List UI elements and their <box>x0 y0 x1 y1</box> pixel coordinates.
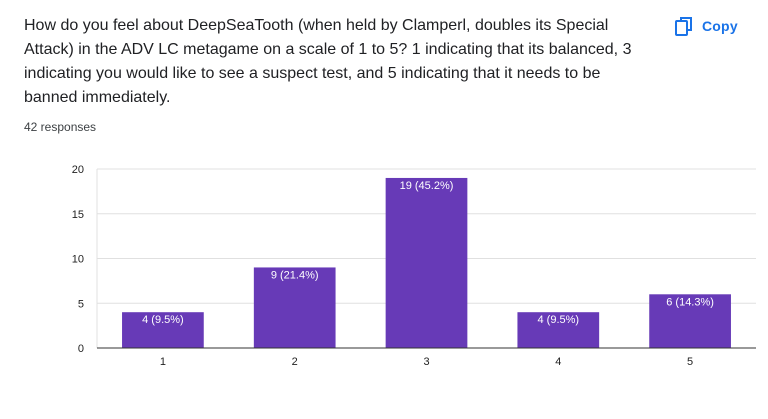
copy-button-label: Copy <box>702 18 738 34</box>
bar-data-label: 19 (45.2%) <box>400 180 454 192</box>
response-count: 42 responses <box>24 120 97 134</box>
x-tick-label: 4 <box>555 356 561 368</box>
bar-chart: 0 5 10 15 20 4 (9.5%) 1 9 (21.4%) 2 19 (45.2%) 3 4 … <box>72 164 756 368</box>
y-tick-label: 15 <box>72 209 84 221</box>
y-tick-label: 10 <box>72 254 84 266</box>
bar-data-label: 4 (9.5%) <box>142 314 184 326</box>
question-text: How do you feel about DeepSeaTooth (when… <box>24 17 632 106</box>
bar-data-label: 4 (9.5%) <box>538 314 580 326</box>
y-tick-label: 5 <box>78 298 84 310</box>
bar-data-label: 6 (14.3%) <box>666 296 714 308</box>
bar <box>649 294 731 348</box>
copy-button[interactable]: Copy <box>667 10 746 42</box>
x-tick-label: 5 <box>687 356 693 368</box>
x-tick-label: 1 <box>160 356 166 368</box>
bar-data-label: 9 (21.4%) <box>271 269 319 281</box>
x-tick-label: 3 <box>423 356 429 368</box>
bar <box>122 312 204 348</box>
x-tick-label: 2 <box>292 356 298 368</box>
copy-icon <box>675 16 693 36</box>
bar <box>253 267 336 348</box>
y-tick-label: 20 <box>72 164 84 176</box>
y-tick-label: 0 <box>78 343 84 355</box>
bar <box>385 177 468 348</box>
bar <box>517 312 600 348</box>
